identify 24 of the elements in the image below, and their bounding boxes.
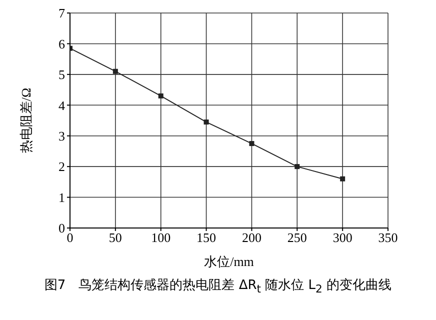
x-tick-label: 350 <box>378 230 398 246</box>
point <box>204 120 209 125</box>
point <box>158 93 164 98</box>
x-tick-label: 50 <box>108 230 122 246</box>
text: 图7 鸟笼结构传感器的热电阻差 ΔR$_{t}$ 随水位 L$_{2}$ 的变化曲线 <box>43 277 393 296</box>
y-tick-label: 5 <box>58 67 65 82</box>
x-axis-title: 水位/mm <box>204 254 254 269</box>
y-tick-label: 6 <box>58 36 66 52</box>
y-tick-label: 3 <box>58 128 65 144</box>
x-tick-label: 300 <box>332 230 352 246</box>
y-tick-label: 1 <box>58 190 65 205</box>
y-axis-title: 热电阻差/Ω <box>18 88 34 154</box>
x-tick-label: 250 <box>287 230 307 246</box>
x-tick-label: 100 <box>151 230 171 246</box>
point <box>294 164 300 170</box>
y-tick-label: 7 <box>58 6 66 21</box>
y-tick-label: 4 <box>58 98 66 113</box>
point <box>249 141 254 146</box>
y-tick-label: 2 <box>58 159 65 174</box>
x-tick-label: 150 <box>196 230 216 246</box>
y-tick-label: 0 <box>58 220 65 236</box>
point <box>112 68 118 74</box>
x-tick-label: 200 <box>242 230 262 246</box>
point <box>340 176 346 182</box>
